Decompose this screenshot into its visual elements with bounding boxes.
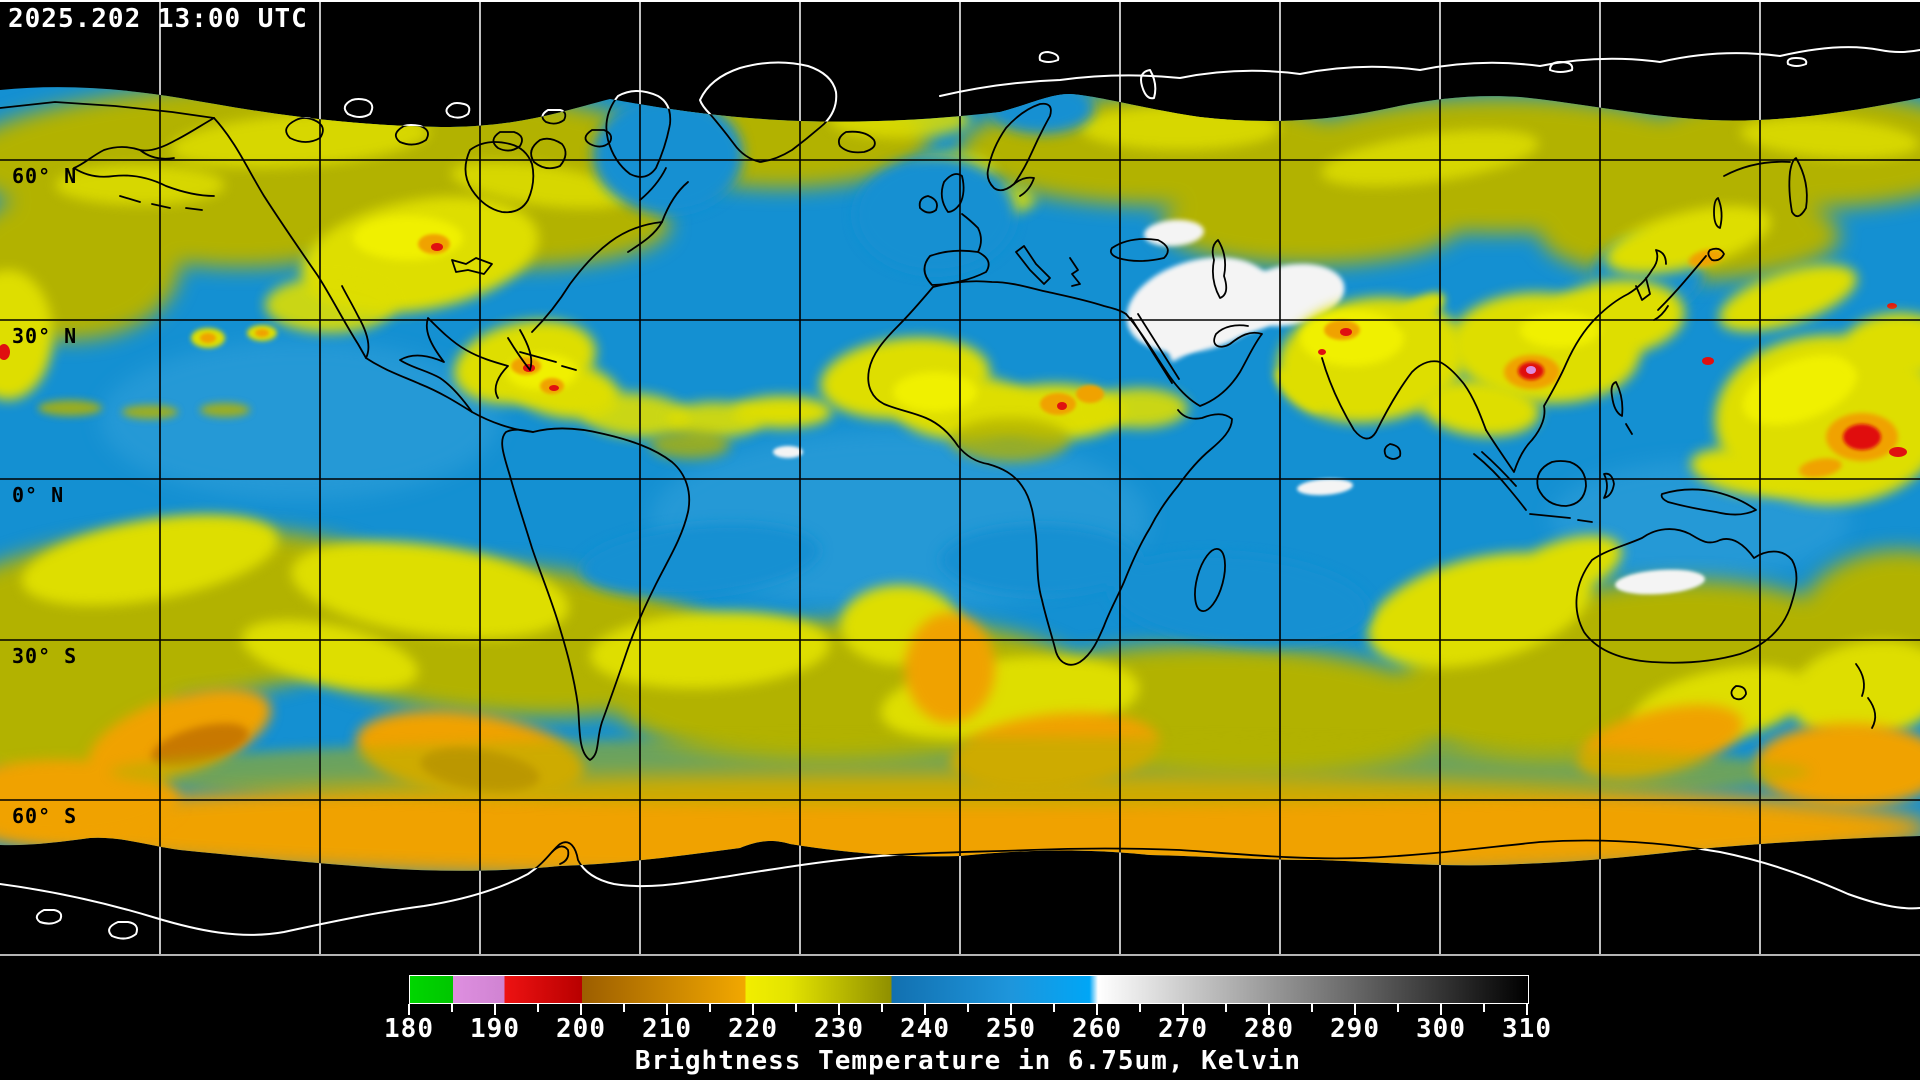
colorbar-minor-tick <box>537 1004 539 1012</box>
colorbar-major-tick <box>580 1004 582 1015</box>
colorbar-tick-label: 220 <box>728 1014 778 1044</box>
colorbar-minor-tick <box>1483 1004 1485 1012</box>
colorbar-major-tick <box>494 1004 496 1015</box>
colorbar-major-tick <box>1182 1004 1184 1015</box>
colorbar-major-tick <box>408 1004 410 1015</box>
colorbar-major-tick <box>1354 1004 1356 1015</box>
colorbar-tick-label: 240 <box>900 1014 950 1044</box>
colorbar-minor-tick <box>1225 1004 1227 1012</box>
colorbar-tick-label: 310 <box>1502 1014 1552 1044</box>
colorbar-tick-label: 190 <box>470 1014 520 1044</box>
latitude-label: 0° N <box>12 483 65 507</box>
colorbar-minor-tick <box>967 1004 969 1012</box>
latitude-label: 30° S <box>12 644 78 668</box>
colorbar-major-tick <box>666 1004 668 1015</box>
grid-lines-data <box>0 87 1920 871</box>
colorbar-major-tick <box>924 1004 926 1015</box>
colorbar-tick-label: 210 <box>642 1014 692 1044</box>
colorbar-minor-tick <box>709 1004 711 1012</box>
colorbar-minor-tick <box>1053 1004 1055 1012</box>
colorbar-minor-tick <box>451 1004 453 1012</box>
colorbar-major-tick <box>1010 1004 1012 1015</box>
colorbar-major-tick <box>1096 1004 1098 1015</box>
latitude-label: 60° S <box>12 804 78 828</box>
colorbar-minor-tick <box>623 1004 625 1012</box>
colorbar-tick-label: 290 <box>1330 1014 1380 1044</box>
map-bottom-border <box>0 954 1920 956</box>
latitude-label: 30° N <box>12 324 78 348</box>
colorbar-major-tick <box>1526 1004 1528 1015</box>
timestamp: 2025.202 13:00 UTC <box>8 4 308 34</box>
colorbar-major-tick <box>1268 1004 1270 1015</box>
colorbar-title: Brightness Temperature in 6.75um, Kelvin <box>634 1046 1302 1076</box>
colorbar-tick-label: 180 <box>384 1014 434 1044</box>
colorbar-minor-tick <box>1139 1004 1141 1012</box>
colorbar-minor-tick <box>1311 1004 1313 1012</box>
water-vapor-map <box>0 0 1920 957</box>
colorbar-minor-tick <box>1397 1004 1399 1012</box>
colorbar-tick-label: 280 <box>1244 1014 1294 1044</box>
colorbar-minor-tick <box>881 1004 883 1012</box>
colorbar-tick-label: 250 <box>986 1014 1036 1044</box>
latitude-label: 60° N <box>12 164 78 188</box>
colorbar-major-tick <box>838 1004 840 1015</box>
colorbar-tick-label: 200 <box>556 1014 606 1044</box>
colorbar-tick-label: 270 <box>1158 1014 1208 1044</box>
colorbar-tick-label: 260 <box>1072 1014 1122 1044</box>
colorbar-tick-label: 230 <box>814 1014 864 1044</box>
colorbar-minor-tick <box>795 1004 797 1012</box>
colorbar <box>409 975 1529 1004</box>
map-top-border <box>0 0 1920 2</box>
colorbar-major-tick <box>1440 1004 1442 1015</box>
colorbar-major-tick <box>752 1004 754 1015</box>
colorbar-tick-label: 300 <box>1416 1014 1466 1044</box>
